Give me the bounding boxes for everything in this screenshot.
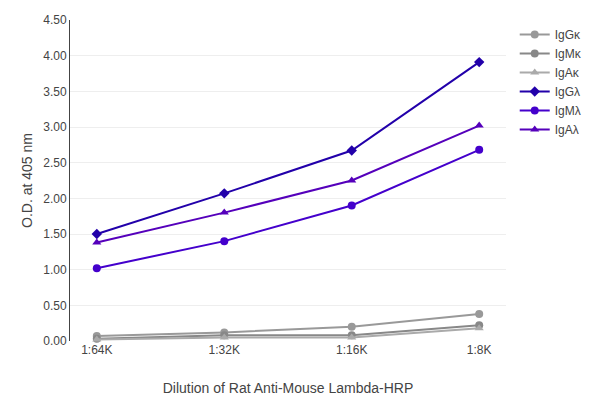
svg-text:IgAλ: IgAλ [555, 123, 579, 137]
svg-text:1:32K: 1:32K [209, 343, 240, 357]
svg-text:3.50: 3.50 [43, 85, 67, 99]
svg-text:0.50: 0.50 [43, 299, 67, 313]
svg-text:4.00: 4.00 [43, 49, 67, 63]
svg-text:IgMλ: IgMλ [555, 104, 581, 118]
svg-text:0.00: 0.00 [43, 334, 67, 348]
svg-text:IgAκ: IgAκ [555, 66, 580, 80]
svg-text:4.50: 4.50 [43, 13, 67, 27]
svg-text:2.50: 2.50 [43, 156, 67, 170]
svg-text:IgGκ: IgGκ [555, 28, 581, 42]
svg-text:1.50: 1.50 [43, 227, 67, 241]
svg-text:1:64K: 1:64K [81, 343, 112, 357]
svg-text:1:8K: 1:8K [467, 343, 492, 357]
svg-text:O.D. at 405 nm: O.D. at 405 nm [19, 133, 35, 228]
svg-text:IgMκ: IgMκ [555, 47, 582, 61]
svg-text:1:16K: 1:16K [336, 343, 367, 357]
svg-text:1.00: 1.00 [43, 263, 67, 277]
svg-text:IgGλ: IgGλ [555, 85, 580, 99]
svg-text:Dilution of Rat Anti-Mouse Lam: Dilution of Rat Anti-Mouse Lambda-HRP [163, 380, 414, 396]
svg-text:2.00: 2.00 [43, 192, 67, 206]
svg-text:3.00: 3.00 [43, 120, 67, 134]
